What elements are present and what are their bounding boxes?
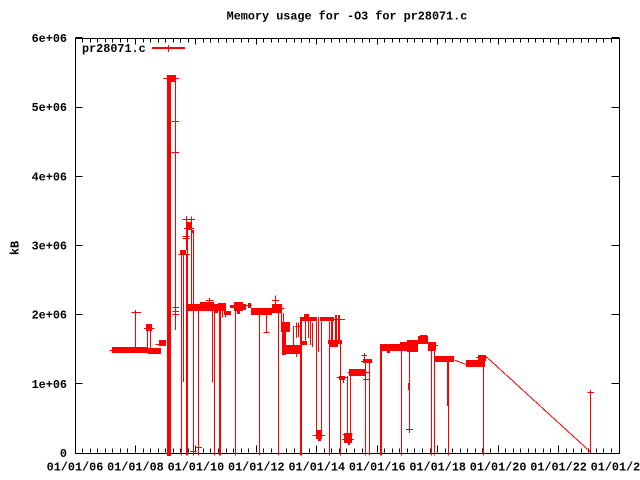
svg-text:pr28071.c: pr28071.c <box>82 42 146 56</box>
svg-text:01/01/06: 01/01/06 <box>47 461 104 475</box>
svg-text:1e+06: 1e+06 <box>32 378 67 392</box>
svg-text:kB: kB <box>9 241 23 255</box>
svg-text:5e+06: 5e+06 <box>32 101 67 115</box>
svg-text:01/01/12: 01/01/12 <box>228 461 285 475</box>
svg-text:01/01/18: 01/01/18 <box>409 461 466 475</box>
svg-text:2e+06: 2e+06 <box>32 309 67 323</box>
svg-text:3e+06: 3e+06 <box>32 240 67 254</box>
svg-text:4e+06: 4e+06 <box>32 170 67 184</box>
svg-text:01/01/22: 01/01/22 <box>530 461 587 475</box>
svg-text:01/01/10: 01/01/10 <box>168 461 225 475</box>
svg-text:01/01/20: 01/01/20 <box>470 461 527 475</box>
svg-text:01/01/08: 01/01/08 <box>107 461 164 475</box>
svg-text:6e+06: 6e+06 <box>32 32 67 46</box>
svg-text:0: 0 <box>60 447 67 461</box>
svg-text:01/01/16: 01/01/16 <box>349 461 406 475</box>
svg-text:01/01/24: 01/01/24 <box>591 461 640 475</box>
svg-text:Memory usage for -O3 for pr280: Memory usage for -O3 for pr28071.c <box>227 10 468 24</box>
svg-text:01/01/14: 01/01/14 <box>288 461 345 475</box>
